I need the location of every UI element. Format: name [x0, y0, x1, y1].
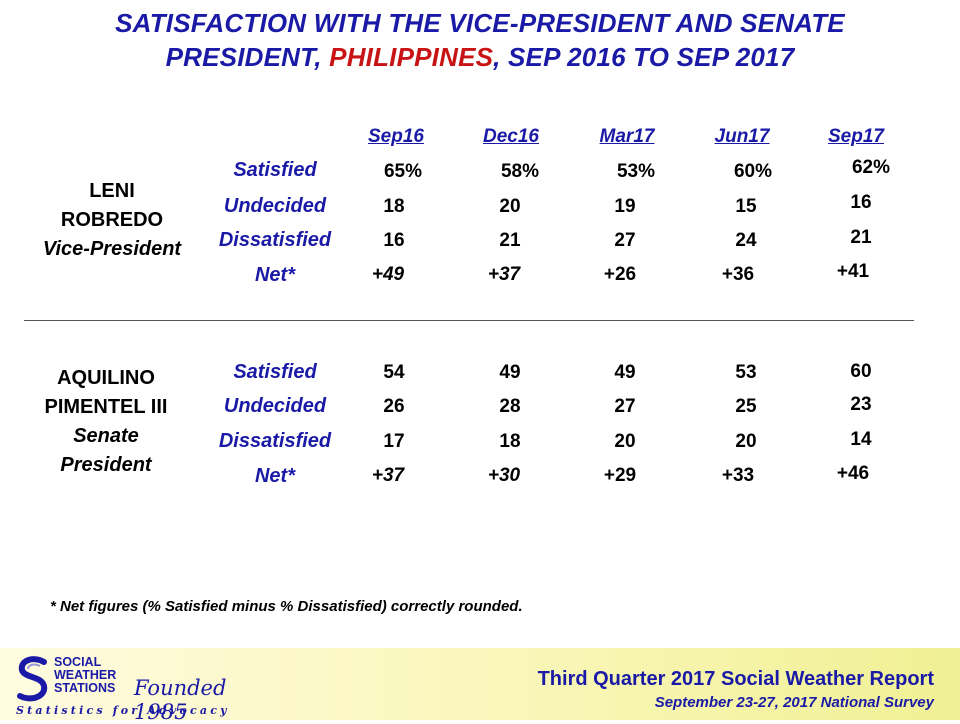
title-line-2-suffix: , SEP 2016 TO SEP 2017 — [493, 42, 795, 72]
section-divider — [24, 320, 914, 321]
table-cell: +41 — [836, 261, 870, 282]
sws-swirl-icon — [17, 656, 48, 702]
table-cell: 58% — [500, 161, 540, 182]
table-cell: 16 — [383, 230, 405, 251]
sws-logo: SOCIAL WEATHER STATIONS Founded 1985 Sta… — [16, 654, 256, 724]
table-cell: 27 — [614, 230, 636, 251]
official-1-role: Vice-President — [42, 238, 182, 260]
table-cell: +29 — [603, 465, 637, 486]
official-2-role-line1: Senate — [73, 425, 139, 447]
org-name-line3: STATIONS — [54, 681, 116, 695]
footer-bar: SOCIAL WEATHER STATIONS Founded 1985 Sta… — [0, 648, 960, 724]
table-cell: 21 — [499, 230, 521, 251]
title-line-2-prefix: PRESIDENT, — [165, 42, 330, 72]
report-title: Third Quarter 2017 Social Weather Report — [537, 668, 934, 690]
table-cell: +30 — [487, 465, 521, 486]
title-line-1: SATISFACTION WITH THE VICE-PRESIDENT AND… — [115, 8, 845, 38]
official-2-label: AQUILINO PIMENTEL III Senate President — [16, 364, 196, 480]
table-cell: +49 — [371, 264, 405, 285]
official-1-name-line1: LENI — [89, 180, 135, 202]
org-name-line1: SOCIAL — [54, 655, 102, 669]
table-cell: 65% — [383, 161, 423, 182]
table-cell: +36 — [721, 264, 755, 285]
table-cell: +37 — [487, 264, 521, 285]
table-cell: 15 — [735, 196, 757, 217]
table-cell: +46 — [836, 463, 870, 484]
column-header-sep16: Sep16 — [368, 126, 424, 147]
row-label-undecided: Undecided — [223, 195, 327, 217]
table-cell: 16 — [850, 192, 872, 213]
table-cell: 23 — [850, 394, 872, 415]
table-cell: +26 — [603, 264, 637, 285]
row-label-dissatisfied: Dissatisfied — [218, 430, 332, 452]
table-cell: 25 — [735, 396, 757, 417]
tagline: Statistics for Advocacy — [16, 704, 230, 717]
table-cell: 53% — [616, 161, 656, 182]
column-header-sep17: Sep17 — [828, 126, 884, 147]
table-cell: 60 — [850, 361, 872, 382]
table-cell: +33 — [721, 465, 755, 486]
table-cell: 27 — [614, 396, 636, 417]
table-cell: 24 — [735, 230, 757, 251]
report-subtitle: September 23-27, 2017 National Survey — [654, 694, 934, 711]
founded-text: Founded 1985 — [134, 676, 227, 724]
table-cell: +37 — [371, 465, 405, 486]
table-cell: 49 — [499, 362, 521, 383]
title-line-2: PRESIDENT, PHILIPPINES, SEP 2016 TO SEP … — [0, 40, 960, 74]
table-cell: 21 — [850, 227, 872, 248]
official-2-role-line2: President — [60, 454, 152, 476]
row-label-satisfied: Satisfied — [233, 361, 317, 383]
table-cell: 20 — [614, 431, 636, 452]
table-cell: 14 — [850, 429, 872, 450]
table-cell: 20 — [735, 431, 757, 452]
table-cell: 19 — [614, 196, 636, 217]
official-2-name-line1: AQUILINO — [57, 367, 155, 389]
org-name-line2: WEATHER — [54, 668, 117, 682]
row-label-dissatisfied: Dissatisfied — [218, 229, 332, 251]
row-label-undecided: Undecided — [223, 395, 327, 417]
row-label-net: Net* — [254, 465, 295, 487]
table-cell: 26 — [383, 396, 405, 417]
table-cell: 54 — [383, 362, 405, 383]
table-cell: 20 — [499, 196, 521, 217]
footnote: * Net figures (% Satisfied minus % Dissa… — [50, 598, 523, 615]
table-cell: 53 — [735, 362, 757, 383]
table-cell: 17 — [383, 431, 405, 452]
table-cell: 49 — [614, 362, 636, 383]
table-cell: 60% — [733, 161, 773, 182]
official-2-name-line2: PIMENTEL III — [44, 396, 168, 418]
table-cell: 28 — [499, 396, 521, 417]
slide-title: SATISFACTION WITH THE VICE-PRESIDENT AND… — [0, 6, 960, 74]
table-cell: 18 — [499, 431, 521, 452]
official-1-label: LENI ROBREDO Vice-President — [22, 177, 202, 264]
official-1-name-line2: ROBREDO — [60, 209, 164, 231]
title-country: PHILIPPINES — [329, 42, 494, 72]
org-name: SOCIAL WEATHER STATIONS — [54, 656, 116, 695]
column-header-jun17: Jun17 — [714, 126, 770, 147]
column-header-mar17: Mar17 — [599, 126, 655, 147]
table-cell: 18 — [383, 196, 405, 217]
column-header-dec16: Dec16 — [483, 126, 539, 147]
row-label-net: Net* — [254, 264, 295, 286]
table-cell: 62% — [851, 157, 891, 178]
row-label-satisfied: Satisfied — [233, 159, 317, 181]
